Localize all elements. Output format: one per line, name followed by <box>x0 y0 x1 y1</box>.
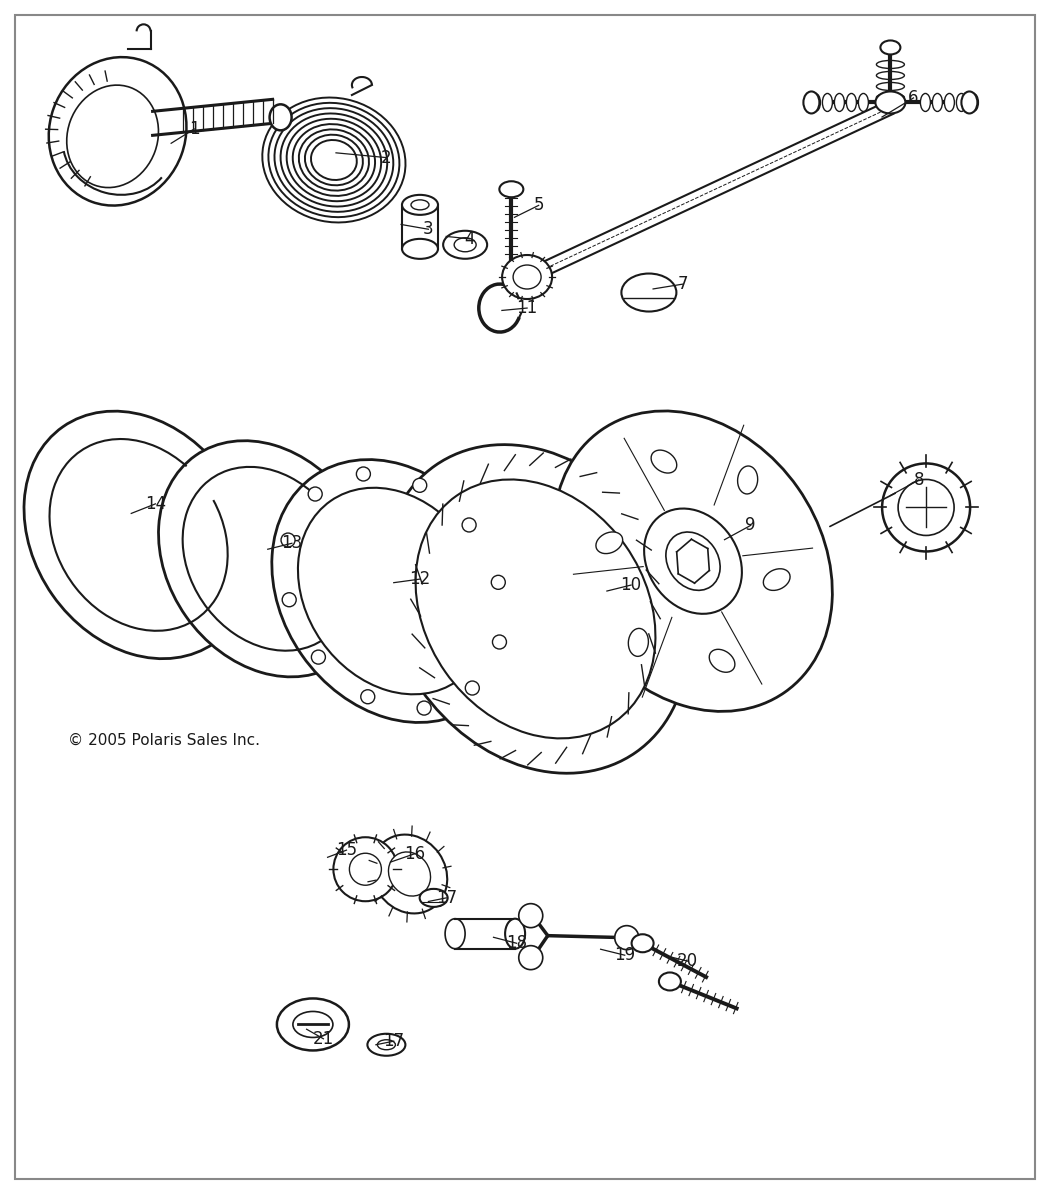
Text: 17: 17 <box>383 1032 404 1051</box>
Ellipse shape <box>880 41 901 55</box>
Text: 3: 3 <box>423 220 434 239</box>
Text: 15: 15 <box>336 841 357 860</box>
Ellipse shape <box>159 441 377 677</box>
Ellipse shape <box>968 93 979 111</box>
Ellipse shape <box>500 181 523 197</box>
Circle shape <box>417 701 432 715</box>
Ellipse shape <box>803 92 819 113</box>
Ellipse shape <box>628 628 649 657</box>
Circle shape <box>614 925 638 949</box>
Text: 12: 12 <box>410 570 430 589</box>
Text: 13: 13 <box>281 534 302 553</box>
Text: 5: 5 <box>533 196 544 215</box>
Ellipse shape <box>876 92 905 113</box>
Ellipse shape <box>835 93 844 111</box>
Ellipse shape <box>763 568 790 590</box>
Ellipse shape <box>932 93 943 111</box>
Ellipse shape <box>513 265 541 289</box>
Ellipse shape <box>402 195 438 215</box>
Ellipse shape <box>377 1040 396 1050</box>
Text: 14: 14 <box>145 494 166 513</box>
Ellipse shape <box>420 888 447 907</box>
Circle shape <box>309 487 322 501</box>
Text: 16: 16 <box>404 844 425 863</box>
Ellipse shape <box>921 93 930 111</box>
Text: 9: 9 <box>746 516 756 535</box>
Text: 6: 6 <box>908 88 919 107</box>
Ellipse shape <box>24 411 253 659</box>
Circle shape <box>356 467 371 481</box>
Circle shape <box>492 635 506 650</box>
Text: 1: 1 <box>189 119 200 139</box>
Ellipse shape <box>709 650 735 672</box>
Circle shape <box>462 518 476 533</box>
Ellipse shape <box>270 104 292 130</box>
Ellipse shape <box>443 230 487 259</box>
Text: 17: 17 <box>436 888 457 907</box>
Text: 2: 2 <box>381 148 392 167</box>
Text: 21: 21 <box>313 1029 334 1048</box>
Ellipse shape <box>388 853 430 896</box>
Text: 7: 7 <box>677 275 688 294</box>
Circle shape <box>491 576 505 590</box>
Ellipse shape <box>957 93 966 111</box>
Circle shape <box>361 690 375 703</box>
Ellipse shape <box>445 918 465 949</box>
Circle shape <box>282 592 296 607</box>
Ellipse shape <box>455 238 476 252</box>
Circle shape <box>519 904 543 928</box>
Ellipse shape <box>272 460 516 722</box>
Text: 19: 19 <box>614 946 635 965</box>
Text: 8: 8 <box>914 470 924 490</box>
Circle shape <box>519 946 543 970</box>
Ellipse shape <box>737 466 758 494</box>
Circle shape <box>281 533 295 547</box>
Ellipse shape <box>67 85 159 187</box>
Circle shape <box>882 463 970 552</box>
Ellipse shape <box>553 411 833 712</box>
Circle shape <box>334 837 397 901</box>
Ellipse shape <box>859 93 868 111</box>
Ellipse shape <box>651 450 677 473</box>
Text: 4: 4 <box>464 229 475 248</box>
Ellipse shape <box>962 92 978 113</box>
Ellipse shape <box>596 533 623 554</box>
Ellipse shape <box>372 835 447 913</box>
Ellipse shape <box>416 480 655 738</box>
Ellipse shape <box>622 273 676 312</box>
Ellipse shape <box>293 1011 333 1038</box>
Ellipse shape <box>383 444 688 774</box>
Ellipse shape <box>632 934 653 953</box>
Ellipse shape <box>505 918 525 949</box>
Ellipse shape <box>822 93 833 111</box>
Ellipse shape <box>368 1034 405 1055</box>
Circle shape <box>350 854 381 885</box>
Text: 18: 18 <box>506 934 527 953</box>
Ellipse shape <box>277 998 349 1051</box>
Ellipse shape <box>298 488 489 694</box>
Text: 10: 10 <box>621 576 642 595</box>
Ellipse shape <box>48 57 187 205</box>
Ellipse shape <box>944 93 954 111</box>
Text: 11: 11 <box>517 298 538 318</box>
Circle shape <box>465 681 479 695</box>
Ellipse shape <box>402 239 438 259</box>
Circle shape <box>312 650 326 664</box>
Ellipse shape <box>811 93 820 111</box>
Text: 20: 20 <box>677 952 698 971</box>
Ellipse shape <box>502 256 552 298</box>
Circle shape <box>413 479 426 492</box>
Ellipse shape <box>666 533 720 590</box>
Ellipse shape <box>644 509 742 614</box>
Ellipse shape <box>411 199 429 210</box>
Text: © 2005 Polaris Sales Inc.: © 2005 Polaris Sales Inc. <box>68 733 260 747</box>
Ellipse shape <box>846 93 857 111</box>
Circle shape <box>898 480 954 535</box>
Ellipse shape <box>659 972 680 991</box>
